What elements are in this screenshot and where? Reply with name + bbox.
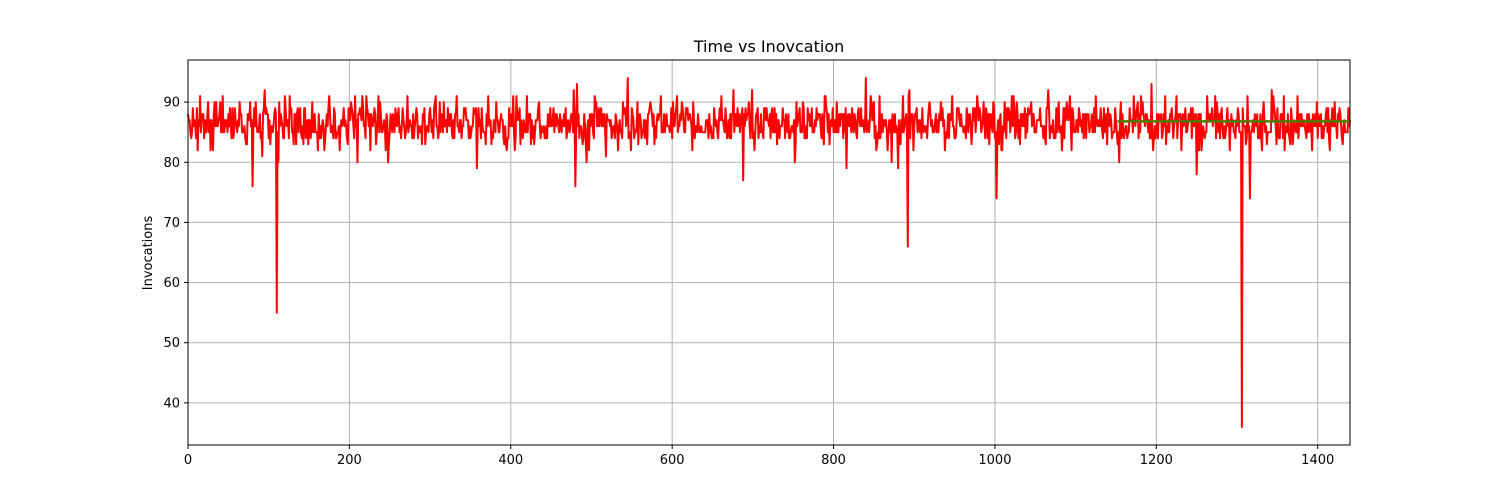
x-tick-label: 200 [337, 453, 362, 468]
y-tick-label: 50 [163, 336, 180, 351]
x-tick-label: 400 [498, 453, 523, 468]
series-0-line [187, 77, 1351, 428]
x-tick-label: 800 [821, 453, 846, 468]
plot-frame [187, 59, 1351, 446]
chart-title: Time vs Inovcation [693, 37, 845, 56]
y-axis: 40 50 60 70 80 90 [163, 96, 188, 411]
x-tick-label: 600 [660, 453, 685, 468]
y-tick-label: 90 [163, 96, 180, 111]
y-axis-label: Invocations [141, 216, 156, 291]
x-axis: 0 200 400 600 800 1000 1200 1400 [184, 445, 1334, 468]
y-tick-label: 40 [163, 396, 180, 411]
x-tick-label: 0 [184, 453, 192, 468]
y-tick-label: 70 [163, 216, 180, 231]
y-tick-label: 80 [163, 156, 180, 171]
x-tick-label: 1000 [978, 453, 1011, 468]
y-tick-label: 60 [163, 276, 180, 291]
series-layer [187, 77, 1351, 428]
x-tick-label: 1200 [1140, 453, 1173, 468]
x-tick-label: 1400 [1301, 453, 1334, 468]
